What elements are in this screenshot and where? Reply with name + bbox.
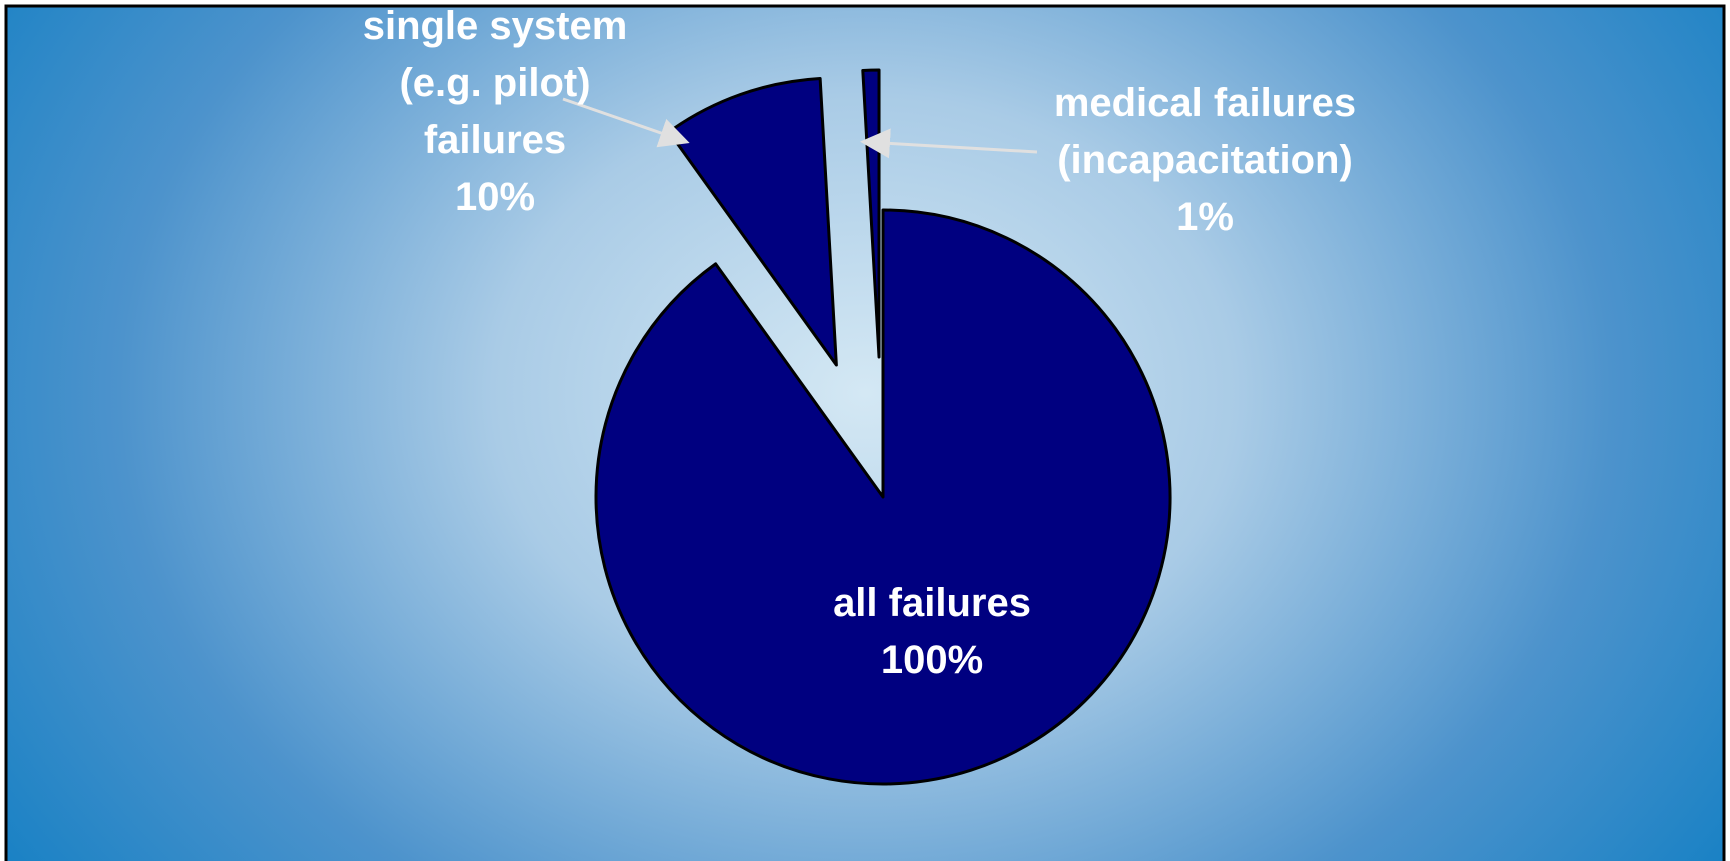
slice-label: all failures 100% bbox=[782, 575, 1082, 689]
pie-slice bbox=[594, 208, 1172, 786]
slice-name: all failures bbox=[833, 581, 1031, 625]
slice-value-label: 1% bbox=[1176, 195, 1234, 239]
slice-name: single system (e.g. pilot) failures bbox=[362, 4, 628, 162]
leader-arrow bbox=[860, 128, 1038, 159]
slice-label: single system (e.g. pilot) failures 10% bbox=[340, 0, 650, 226]
slice-value-label: 10% bbox=[454, 175, 536, 219]
slice-label: medical failures (incapacitation) 1% bbox=[1030, 75, 1380, 246]
slice-value-label: 100% bbox=[880, 638, 984, 682]
leader-arrow bbox=[562, 97, 690, 148]
slice-name: medical failures (incapacitation) bbox=[1053, 81, 1357, 182]
